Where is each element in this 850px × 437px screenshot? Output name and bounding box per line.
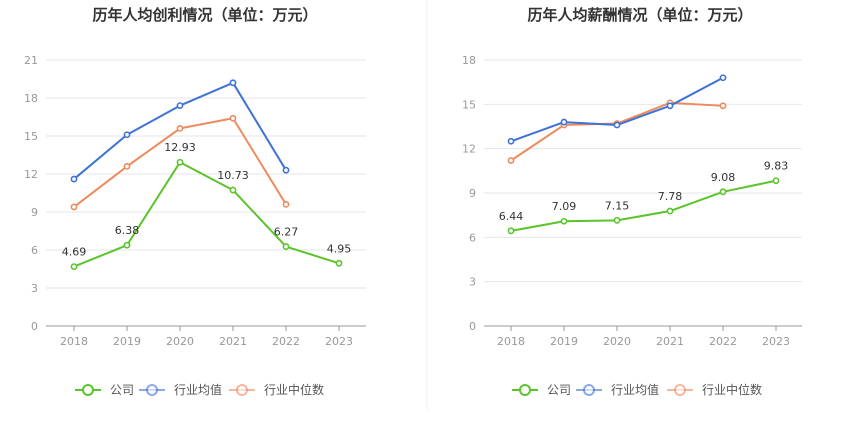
x-tick-label: 2018 (497, 335, 525, 348)
legend-marker-circle (674, 384, 686, 396)
y-tick-label: 3 (31, 282, 38, 295)
industry-median-point[interactable] (176, 124, 184, 132)
company-data-label: 9.83 (764, 160, 789, 173)
x-tick-label: 2019 (550, 335, 578, 348)
y-tick-label: 6 (31, 244, 38, 257)
company-point[interactable] (719, 188, 727, 196)
legend-item-industry-mean[interactable]: 行业均值 (576, 382, 659, 397)
y-tick-label: 12 (462, 143, 476, 156)
company-series-line (73, 161, 340, 268)
industry-mean-point[interactable] (282, 166, 290, 174)
y-tick-label: 18 (24, 92, 38, 105)
y-tick-label: 6 (469, 231, 476, 244)
y-tick-label: 15 (462, 98, 476, 111)
industry-median-point[interactable] (282, 200, 290, 208)
x-tick-label: 2023 (325, 335, 353, 348)
x-tick-label: 2021 (656, 335, 684, 348)
y-tick-label: 12 (24, 168, 38, 181)
y-tick-label: 3 (469, 276, 476, 289)
chart-title: 历年人均薪酬情况（单位：万元） (527, 6, 752, 24)
y-tick-label: 9 (469, 187, 476, 200)
industry-mean-point[interactable] (613, 121, 621, 129)
x-tick-label: 2018 (60, 335, 88, 348)
legend-item-company[interactable]: 公司 (512, 383, 571, 397)
y-tick-label: 0 (469, 320, 476, 333)
company-point[interactable] (282, 243, 290, 250)
industry-median-point[interactable] (719, 102, 727, 110)
y-tick-label: 9 (31, 206, 38, 219)
industry-mean-point[interactable] (229, 79, 237, 87)
company-series-line (510, 179, 777, 232)
company-data-label: 4.69 (62, 246, 87, 259)
x-tick-label: 2020 (166, 335, 194, 348)
company-point[interactable] (613, 216, 621, 224)
industry-median-point[interactable] (123, 162, 131, 170)
company-point[interactable] (507, 227, 515, 235)
industry-mean-point[interactable] (666, 102, 674, 110)
company-data-label: 9.08 (711, 171, 736, 184)
industry-mean-point[interactable] (70, 175, 78, 183)
salary-per-capita-chart: 历年人均薪酬情况（单位：万元） 0 3 6 9 12 15 18 2018 2019 2020 20… (462, 6, 802, 397)
company-point[interactable] (560, 217, 568, 225)
legend-label: 公司 (110, 383, 134, 397)
chart-title: 历年人均创利情况（单位：万元） (92, 6, 317, 24)
y-tick-label: 18 (462, 54, 476, 67)
legend-item-industry-median[interactable]: 行业中位数 (667, 382, 762, 397)
legend-label: 公司 (547, 383, 571, 397)
x-tick-label: 2023 (762, 335, 790, 348)
legend-label: 行业中位数 (264, 382, 324, 397)
company-point[interactable] (335, 259, 343, 267)
industry-median-point[interactable] (70, 203, 78, 211)
legend-label: 行业中位数 (702, 382, 762, 397)
company-data-label: 6.44 (499, 210, 524, 223)
x-tick-label: 2022 (709, 335, 737, 348)
industry-median-point[interactable] (507, 157, 515, 164)
industry-mean-point[interactable] (507, 137, 515, 145)
x-tick-label: 2022 (272, 335, 300, 348)
legend-marker-circle (519, 384, 531, 396)
company-data-label: 7.15 (605, 199, 630, 212)
legend-label: 行业均值 (174, 382, 222, 397)
company-data-label: 6.27 (274, 226, 299, 239)
company-data-label: 7.78 (658, 190, 683, 203)
company-point[interactable] (176, 158, 184, 166)
industry-mean-point[interactable] (176, 102, 184, 109)
industry-mean-series-line (510, 76, 724, 143)
company-point[interactable] (666, 207, 674, 215)
y-tick-label: 15 (24, 130, 38, 143)
industry-mean-point[interactable] (560, 118, 568, 126)
legend-marker-circle (146, 384, 158, 396)
company-data-label: 4.95 (327, 242, 352, 255)
company-data-label: 10.73 (217, 169, 249, 182)
industry-mean-point[interactable] (719, 74, 727, 82)
x-tick-label: 2021 (219, 335, 247, 348)
legend-item-industry-median[interactable]: 行业中位数 (229, 382, 324, 397)
legend-marker-circle (583, 384, 595, 396)
company-point[interactable] (70, 263, 78, 270)
legend-marker-circle (82, 384, 94, 396)
y-tick-label: 21 (24, 54, 38, 67)
legend-item-company[interactable]: 公司 (75, 383, 134, 397)
y-tick-label: 0 (31, 320, 38, 333)
legend-marker-circle (236, 384, 248, 396)
company-data-label: 12.93 (164, 141, 196, 154)
company-point[interactable] (772, 177, 780, 185)
x-tick-label: 2020 (603, 335, 631, 348)
profit-per-capita-chart: 历年人均创利情况（单位：万元） 0 3 6 9 12 15 18 21 2018 2019 2020… (24, 6, 366, 397)
company-point[interactable] (229, 186, 237, 194)
x-tick-label: 2019 (113, 335, 141, 348)
industry-median-point[interactable] (229, 114, 237, 122)
legend-item-industry-mean[interactable]: 行业均值 (139, 382, 222, 397)
industry-median-series-line (510, 101, 724, 162)
company-point[interactable] (123, 241, 131, 249)
industry-mean-point[interactable] (123, 131, 131, 139)
company-data-label: 6.38 (115, 224, 140, 237)
company-data-label: 7.09 (552, 200, 577, 213)
legend-label: 行业均值 (611, 382, 659, 397)
